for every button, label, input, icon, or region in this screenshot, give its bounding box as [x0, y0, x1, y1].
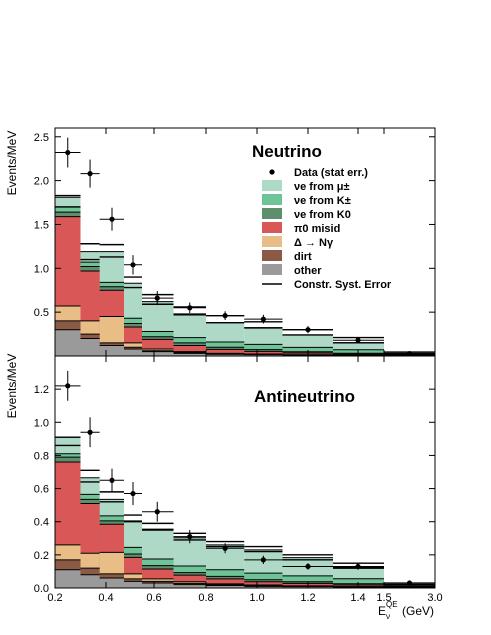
antineutrino-data-point	[109, 477, 115, 483]
legend-label-data: Data (stat err.)	[294, 167, 368, 179]
antineutrino-data-point	[87, 429, 93, 435]
neutrino-data-point	[305, 327, 311, 333]
antineutrino-title: Antineutrino	[254, 387, 355, 406]
neutrino-y-tick-label: 2.0	[34, 176, 49, 188]
x-axis-label-sup: QE	[386, 600, 398, 609]
x-tick-label: 0.8	[198, 592, 213, 604]
legend-swatch-nue_K0	[262, 208, 282, 219]
antineutrino-y-tick-label: 1.0	[34, 417, 49, 429]
antineutrino-data-point	[222, 545, 228, 551]
legend-swatch-pi0	[262, 222, 282, 233]
antineutrino-y-ticks: 0.0 0.2 0.4 0.6 0.8 1.0 1.2	[34, 356, 436, 595]
x-axis-label-sub: ν	[386, 612, 390, 621]
neutrino-data-point	[154, 295, 160, 301]
neutrino-other-bar	[99, 345, 124, 356]
x-tick-label: 0.6	[146, 592, 161, 604]
x-axis-label-symbol: E	[378, 604, 386, 618]
legend-swatch-nue_Kpm	[262, 194, 282, 205]
neutrino-data-point	[187, 305, 193, 311]
legend-data-marker	[269, 169, 275, 175]
legend-label-pi0: π0 misid	[294, 223, 340, 235]
neutrino-data-point	[260, 316, 266, 322]
neutrino-other-bar	[124, 348, 142, 356]
legend-label-other: other	[294, 265, 322, 277]
neutrino-pi0-bar	[173, 345, 206, 356]
antineutrino-data-point	[406, 580, 413, 586]
neutrino-data-point	[87, 171, 93, 177]
x-tick-label: 0.2	[47, 592, 62, 604]
legend-swatch-other	[262, 264, 282, 275]
neutrino-other-bar	[80, 338, 100, 356]
legend-label-nue_K0: νe from K0	[294, 209, 351, 221]
antineutrino-y-tick-label: 0.8	[34, 450, 49, 462]
neutrino-other-bar	[55, 329, 81, 356]
neutrino-data-point	[65, 149, 71, 156]
antineutrino-other-bar	[124, 581, 142, 588]
neutrino-y-tick-label: 0.5	[34, 307, 49, 319]
antineutrino-plot-area	[55, 370, 435, 589]
antineutrino-y-tick-label: 0.2	[34, 550, 49, 562]
antineutrino-other-bar	[55, 569, 81, 588]
legend-label-delta: Δ → Nγ	[294, 237, 334, 249]
x-axis: 0.2 0.4 0.6 0.8 1.0 1.2 1.4 1.5 3.0	[47, 592, 442, 604]
neutrino-y-ticks: 0.5 1.0 1.5 2.0 2.5	[34, 128, 436, 356]
antineutrino-panel: 0.0 0.2 0.4 0.6 0.8 1.0 1.2 Antineutrino Event…	[5, 354, 436, 595]
antineutrino-data-point	[130, 490, 136, 497]
x-tick-label: 3.0	[427, 592, 442, 604]
antineutrino-data-point	[154, 509, 160, 515]
neutrino-panel: 0.5 1.0 1.5 2.0 2.5 Neutrino Events/MeV	[5, 127, 436, 357]
neutrino-other-bar	[244, 354, 283, 356]
x-axis-title: E ν QE (GeV)	[378, 600, 434, 621]
antineutrino-other-bar	[142, 583, 174, 588]
neutrino-title: Neutrino	[252, 142, 322, 161]
neutrino-y-tick-label: 1.0	[34, 263, 49, 275]
legend-label-nue_mu: νe from μ±	[294, 181, 350, 193]
antineutrino-y-tick-label: 0.6	[34, 484, 49, 496]
antineutrino-y-tick-label: 1.2	[34, 384, 49, 396]
neutrino-other-bar	[206, 354, 245, 356]
antineutrino-y-tick-label: 0.4	[34, 517, 49, 529]
x-tick-label: 0.4	[98, 592, 113, 604]
x-tick-label: 1.5	[376, 592, 391, 604]
neutrino-data-point	[406, 350, 413, 357]
antineutrino-other-bar	[173, 584, 206, 588]
legend-swatch-dirt	[262, 250, 282, 261]
neutrino-plot-area	[55, 137, 435, 357]
antineutrino-other-bar	[80, 574, 100, 588]
antineutrino-data-point	[355, 563, 361, 570]
legend-label-nue_Kpm: νe from K±	[294, 195, 351, 207]
neutrino-data-point	[130, 262, 136, 268]
legend-swatch-delta	[262, 236, 282, 247]
legend-label-error: Constr. Syst. Error	[294, 279, 392, 291]
neutrino-data-point	[355, 337, 361, 343]
neutrino-data-point	[222, 313, 228, 319]
neutrino-other-bar	[173, 353, 206, 356]
antineutrino-y-tick-label: 0.0	[34, 583, 49, 595]
antineutrino-other-bar	[206, 585, 245, 588]
antineutrino-other-bar	[244, 586, 283, 588]
neutrino-pi0-bar	[206, 349, 245, 356]
neutrino-data-point	[109, 216, 115, 222]
x-tick-label: 1.4	[350, 592, 365, 604]
antineutrino-data-point	[260, 557, 266, 563]
neutrino-y-tick-label: 2.5	[34, 132, 49, 144]
x-axis-label-unit: (GeV)	[402, 604, 434, 618]
neutrino-other-bar	[142, 351, 174, 356]
legend-label-dirt: dirt	[294, 251, 312, 263]
antineutrino-data-point	[187, 534, 193, 540]
x-tick-label: 1.0	[249, 592, 264, 604]
legend: Data (stat err.) νe from μ± νe from K± νe f…	[262, 167, 392, 291]
legend-swatch-nue_mu	[262, 180, 282, 191]
antineutrino-data-point	[65, 383, 71, 389]
antineutrino-y-axis-label: Events/MeV	[5, 354, 19, 419]
antineutrino-plot-frame	[54, 355, 436, 589]
antineutrino-other-bar	[99, 578, 124, 588]
antineutrino-data-point	[305, 563, 311, 570]
neutrino-y-tick-label: 1.5	[34, 219, 49, 231]
x-tick-label: 1.2	[300, 592, 315, 604]
neutrino-y-axis-label: Events/MeV	[5, 131, 19, 196]
